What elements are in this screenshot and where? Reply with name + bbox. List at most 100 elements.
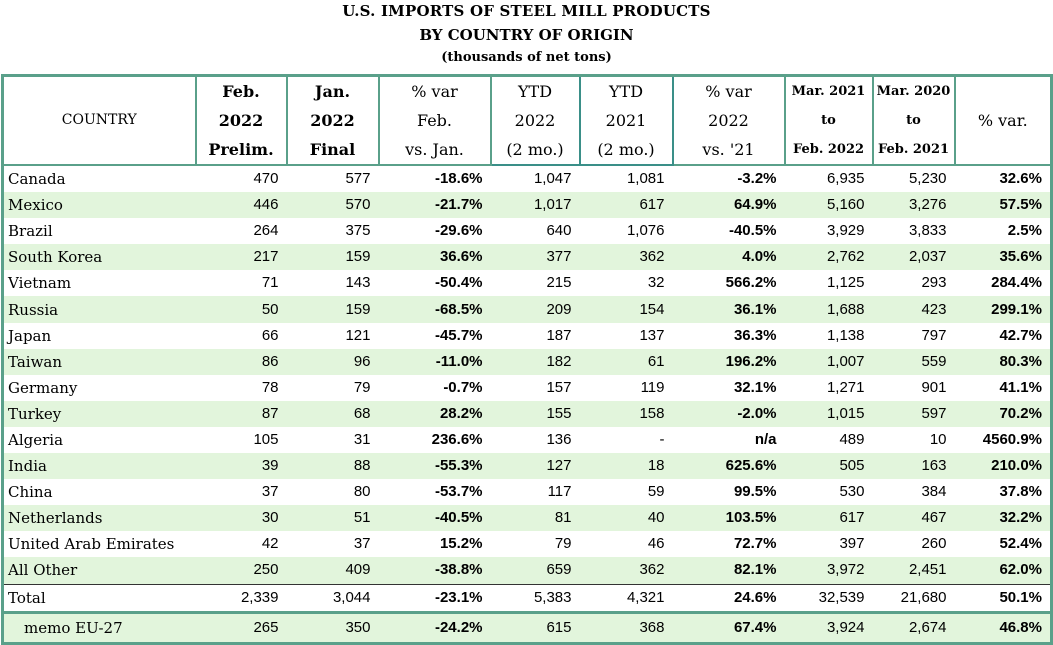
cell-var-ytd: 64.9% bbox=[672, 192, 785, 219]
cell-ytd-2022: 155 bbox=[490, 400, 580, 427]
cell-range-2022: 5,160 bbox=[784, 192, 873, 219]
total-row: Total 2,339 3,044 -23.1% 5,383 4,321 24.6% 32,5… bbox=[2, 583, 1052, 612]
cell-country: All Other bbox=[2, 557, 196, 584]
cell-range-2022: 1,125 bbox=[826, 274, 865, 292]
header-text: YTD bbox=[608, 82, 644, 101]
cell-var-feb-jan: 15.2% bbox=[439, 535, 483, 553]
cell-jan-2022: 3,044 bbox=[286, 583, 379, 612]
cell-var-ytd: 99.5% bbox=[733, 483, 777, 501]
cell-jan-2022: 79 bbox=[353, 378, 371, 396]
cell-var-range: 46.8% bbox=[954, 610, 1052, 643]
header-text: to bbox=[821, 113, 836, 128]
header-text: Mar. 2021 bbox=[791, 84, 866, 99]
cell-ytd-2022: 117 bbox=[547, 483, 572, 501]
title-line-1: U.S. IMPORTS OF STEEL MILL PRODUCTS bbox=[342, 2, 711, 20]
cell-range-2022: 397 bbox=[839, 535, 865, 553]
cell-range-2021: 2,451 bbox=[872, 557, 955, 584]
cell-country: Germany bbox=[8, 378, 78, 397]
cell-feb-2022: 78 bbox=[261, 378, 279, 396]
cell-country: Canada bbox=[8, 170, 66, 189]
cell-ytd-2022: 187 bbox=[546, 326, 572, 344]
header-text: Jan. bbox=[314, 82, 351, 101]
cell-country: Netherlands bbox=[2, 505, 196, 532]
cell-feb-2022: 66 bbox=[261, 326, 279, 344]
cell-range-2022: 1,007 bbox=[784, 348, 873, 375]
cell-range-2021: 21,680 bbox=[872, 583, 955, 612]
header-jan-2022: Jan. 2022 Final bbox=[286, 75, 380, 166]
cell-var-range: 35.6% bbox=[954, 244, 1052, 271]
cell-feb-2022: 42 bbox=[261, 535, 279, 553]
cell-jan-2022: 570 bbox=[286, 192, 379, 219]
cell-range-2021: 901 bbox=[921, 378, 947, 396]
cell-country: Mexico bbox=[2, 192, 196, 219]
cell-var-ytd: 4.0% bbox=[672, 244, 785, 271]
cell-var-feb-jan: -11.0% bbox=[378, 348, 491, 375]
header-text: Feb. bbox=[222, 82, 260, 101]
cell-var-ytd: -2.0% bbox=[672, 400, 785, 427]
cell-jan-2022: 159 bbox=[286, 244, 379, 271]
cell-var-ytd: -40.5% bbox=[728, 222, 777, 240]
table-row: Mexico 446 570 -21.7% 1,017 617 64.9% 5,160 3,27… bbox=[2, 192, 1052, 219]
header-text: (2 mo.) bbox=[597, 140, 655, 159]
cell-range-2021: 260 bbox=[921, 535, 947, 553]
cell-var-feb-jan: -0.7% bbox=[443, 378, 483, 396]
table-row: Vietnam 71 143 -50.4% 215 32 566.2% 1,125 293 284… bbox=[3, 270, 1052, 296]
cell-var-feb-jan: -55.3% bbox=[378, 453, 491, 480]
cell-var-range: 57.5% bbox=[954, 192, 1052, 219]
cell-var-range: 42.7% bbox=[999, 326, 1042, 344]
header-text: Feb. 2022 bbox=[792, 142, 865, 157]
cell-ytd-2022: 1,017 bbox=[490, 192, 580, 219]
cell-country: Algeria bbox=[8, 430, 64, 449]
cell-ytd-2021: - bbox=[659, 430, 665, 448]
cell-ytd-2022: 209 bbox=[490, 296, 580, 323]
cell-var-range: 284.4% bbox=[991, 274, 1042, 292]
cell-feb-2022: 86 bbox=[195, 348, 287, 375]
cell-var-range: 210.0% bbox=[954, 453, 1052, 480]
header-var-range: % var. bbox=[954, 75, 1053, 166]
cell-var-ytd: 103.5% bbox=[672, 505, 785, 532]
cell-range-2022: 1,271 bbox=[826, 378, 865, 396]
cell-range-2021: 559 bbox=[872, 348, 955, 375]
cell-feb-2022: 446 bbox=[195, 192, 287, 219]
cell-range-2021: 163 bbox=[872, 453, 955, 480]
steel-imports-table: COUNTRY Feb. 2022 Prelim. Jan. 2022 Final % … bbox=[1, 74, 1053, 645]
cell-ytd-2021: 154 bbox=[579, 296, 673, 323]
cell-feb-2022: 87 bbox=[195, 400, 287, 427]
cell-jan-2022: 37 bbox=[353, 535, 371, 553]
header-text: Prelim. bbox=[208, 140, 274, 159]
cell-var-range: 70.2% bbox=[954, 400, 1052, 427]
cell-country: Russia bbox=[2, 296, 196, 323]
cell-feb-2022: 217 bbox=[195, 244, 287, 271]
cell-ytd-2022: 659 bbox=[490, 557, 580, 584]
cell-ytd-2021: 617 bbox=[579, 192, 673, 219]
header-ytd-2021: YTD 2021 (2 mo.) bbox=[578, 74, 674, 166]
cell-var-feb-jan: -24.2% bbox=[378, 610, 491, 643]
cell-jan-2022: 121 bbox=[345, 326, 371, 344]
cell-jan-2022: 88 bbox=[286, 453, 379, 480]
cell-range-2022: 1,138 bbox=[826, 326, 865, 344]
cell-var-ytd: -3.2% bbox=[737, 170, 777, 188]
cell-country: South Korea bbox=[2, 244, 196, 271]
cell-range-2021: 597 bbox=[872, 400, 955, 427]
cell-ytd-2022: 377 bbox=[490, 244, 580, 271]
cell-range-2022: 3,972 bbox=[784, 557, 873, 584]
cell-feb-2022: 105 bbox=[253, 430, 279, 448]
cell-ytd-2022: 136 bbox=[546, 430, 572, 448]
cell-var-feb-jan: -68.5% bbox=[378, 296, 491, 323]
cell-country: Brazil bbox=[8, 222, 53, 241]
memo-row: memo EU-27 265 350 -24.2% 615 368 67.4% 3,924 2,… bbox=[2, 610, 1052, 643]
cell-range-2022: 1,015 bbox=[784, 400, 873, 427]
cell-var-feb-jan: 28.2% bbox=[378, 400, 491, 427]
cell-country: Taiwan bbox=[2, 348, 196, 375]
table-row: All Other 250 409 -38.8% 659 362 82.1% 3,972 2,4… bbox=[2, 557, 1052, 584]
cell-range-2021: 3,833 bbox=[908, 222, 947, 240]
cell-range-2021: 797 bbox=[921, 326, 947, 344]
cell-ytd-2022: 182 bbox=[490, 348, 580, 375]
header-text: 2021 bbox=[605, 111, 647, 130]
cell-ytd-2021: 32 bbox=[647, 274, 665, 292]
cell-var-feb-jan: -53.7% bbox=[434, 483, 483, 501]
cell-feb-2022: 265 bbox=[195, 610, 287, 643]
cell-var-feb-jan: -38.8% bbox=[378, 557, 491, 584]
cell-ytd-2021: 137 bbox=[639, 326, 665, 344]
header-text: 2022 bbox=[310, 111, 355, 130]
